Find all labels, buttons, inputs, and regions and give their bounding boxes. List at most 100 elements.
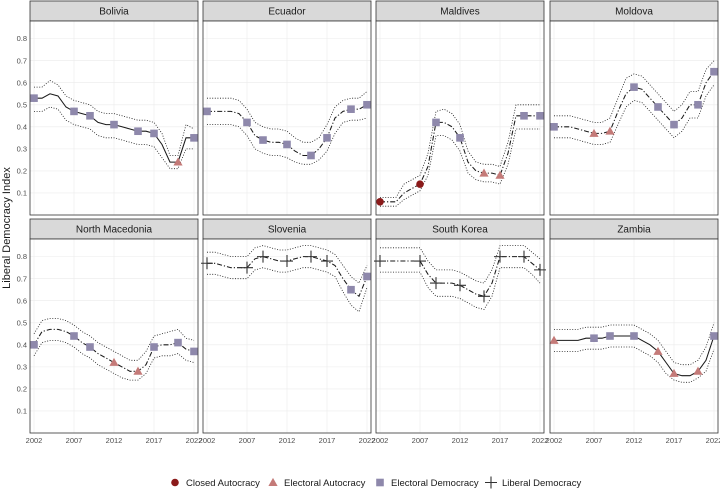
marker-north-macedonia-2017 [150,343,158,351]
marker-moldova-2017 [670,121,678,129]
marker-zambia-2007 [590,334,598,342]
panel-north-macedonia: North Macedonia 0.1 0.2 0.3 0.4 0.5 0.6 0.7 0.8 2… [17,219,203,445]
x-tick-label: 2017 [146,436,163,445]
strip-label-moldova: Moldova [615,7,653,18]
x-tick-label: 2007 [586,436,603,445]
strip-label-north-macedonia: North Macedonia [76,225,153,236]
marker-maldives-2012 [456,134,464,142]
marker-ecuador-2015 [307,152,315,160]
x-tick-label: 2002 [199,436,216,445]
strip-label-south-korea: South Korea [432,225,488,236]
x-tick-label: 2012 [279,436,296,445]
marker-bolivia-2002 [30,94,38,102]
legend-label-liberal-democracy: Liberal Democracy [502,478,581,489]
marker-maldives-2007 [416,180,424,188]
panel-ecuador: Ecuador [203,1,371,215]
strip-label-slovenia: Slovenia [268,225,307,236]
marker-slovenia-2020 [347,286,355,294]
x-tick-label: 2007 [412,436,429,445]
y-tick-label: 0.2 [17,167,27,176]
marker-north-macedonia-2022 [190,348,198,356]
marker-bolivia-2012 [110,121,118,129]
y-tick-label: 0.4 [17,122,27,131]
marker-zambia-2009 [606,332,614,340]
x-tick-label: 2017 [492,436,509,445]
legend-item-liberal-democracy: Liberal Democracy [485,477,581,490]
x-tick-label: 2017 [666,436,683,445]
faceted-line-chart: Liberal Democracy Index Bolivia 0.1 0.2 0.3… [0,0,720,494]
x-tick-label: 2002 [372,436,389,445]
x-tick-label: 2007 [239,436,256,445]
panel-south-korea: South Korea2002 2007 2012 2017 2022 [372,219,549,445]
legend-key-liberal-democracy [485,477,497,489]
marker-ecuador-2022 [363,101,371,109]
panel-bolivia: Bolivia 0.1 0.2 0.3 0.4 0.5 0.6 0.7 0.8 [17,1,198,215]
marker-north-macedonia-2020 [174,339,182,347]
marker-moldova-2020 [694,101,702,109]
marker-ecuador-2012 [283,141,291,149]
y-tick-label: 0.3 [17,362,27,371]
x-tick-label: 2012 [452,436,469,445]
legend-key-electoral-democracy [376,479,384,487]
marker-bolivia-2017 [150,130,158,138]
legend-label-closed-autocracy: Closed Autocracy [186,478,260,489]
y-tick-label: 0.8 [17,34,27,43]
marker-bolivia-2007 [70,108,78,116]
marker-moldova-2022 [710,68,718,76]
marker-ecuador-2020 [347,105,355,113]
x-tick-label: 2002 [546,436,563,445]
marker-north-macedonia-2002 [30,341,38,349]
marker-bolivia-2009 [86,112,94,120]
marker-north-macedonia-2007 [70,332,78,340]
strip-label-bolivia: Bolivia [99,7,129,18]
strip-label-ecuador: Ecuador [268,7,306,18]
marker-zambia-2022 [710,332,718,340]
marker-slovenia-2022 [363,273,371,281]
panel-moldova: Moldova [550,1,718,215]
legend-item-closed-autocracy: Closed Autocracy [171,478,260,489]
marker-ecuador-2002 [203,108,211,116]
marker-bolivia-2022 [190,134,198,142]
marker-maldives-2002 [376,198,384,206]
marker-north-macedonia-2009 [86,343,94,351]
y-tick-label: 0.8 [17,252,27,261]
panel-slovenia: Slovenia 2002 2007 2012 2017 2022 [199,219,376,445]
y-tick-label: 0.4 [17,340,27,349]
legend-item-electoral-democracy: Electoral Democracy [376,478,479,489]
y-tick-label: 0.6 [17,78,27,87]
marker-ecuador-2009 [259,136,267,144]
panel-maldives: Maldives [376,1,544,215]
marker-moldova-2002 [550,123,558,131]
y-axis-title: Liberal Democracy Index [1,167,13,289]
x-tick-label: 2002 [26,436,43,445]
y-tick-label: 0.5 [17,318,27,327]
y-tick-label: 0.6 [17,296,27,305]
y-tick-label: 0.5 [17,100,27,109]
marker-ecuador-2007 [243,119,251,127]
marker-maldives-2009 [432,119,440,127]
marker-maldives-2020 [520,112,528,120]
y-tick-label: 0.1 [17,407,27,416]
panels: Bolivia 0.1 0.2 0.3 0.4 0.5 0.6 0.7 0.8 Ecuador Ma… [17,1,720,445]
legend-label-electoral-democracy: Electoral Democracy [391,478,479,489]
marker-maldives-2022 [536,112,544,120]
marker-moldova-2012 [630,83,638,91]
x-tick-label: 2012 [106,436,123,445]
x-tick-label: 2007 [66,436,83,445]
legend-label-electoral-autocracy: Electoral Autocracy [284,478,366,489]
y-tick-label: 0.2 [17,385,27,394]
x-tick-label: 2012 [626,436,643,445]
legend-key-closed-autocracy [171,479,179,487]
strip-label-zambia: Zambia [617,225,651,236]
marker-ecuador-2017 [323,134,331,142]
legend: Closed Autocracy Electoral Autocracy Elect… [171,477,581,490]
y-tick-label: 0.1 [17,189,27,198]
y-tick-label: 0.7 [17,274,27,283]
legend-key-electoral-autocracy [268,478,277,486]
marker-zambia-2012 [630,332,638,340]
marker-bolivia-2015 [134,127,142,135]
panel-zambia: Zambia 2002 2007 2012 2017 2022 [546,219,720,445]
legend-item-electoral-autocracy: Electoral Autocracy [268,478,365,489]
y-tick-label: 0.7 [17,56,27,65]
marker-moldova-2015 [654,103,662,111]
